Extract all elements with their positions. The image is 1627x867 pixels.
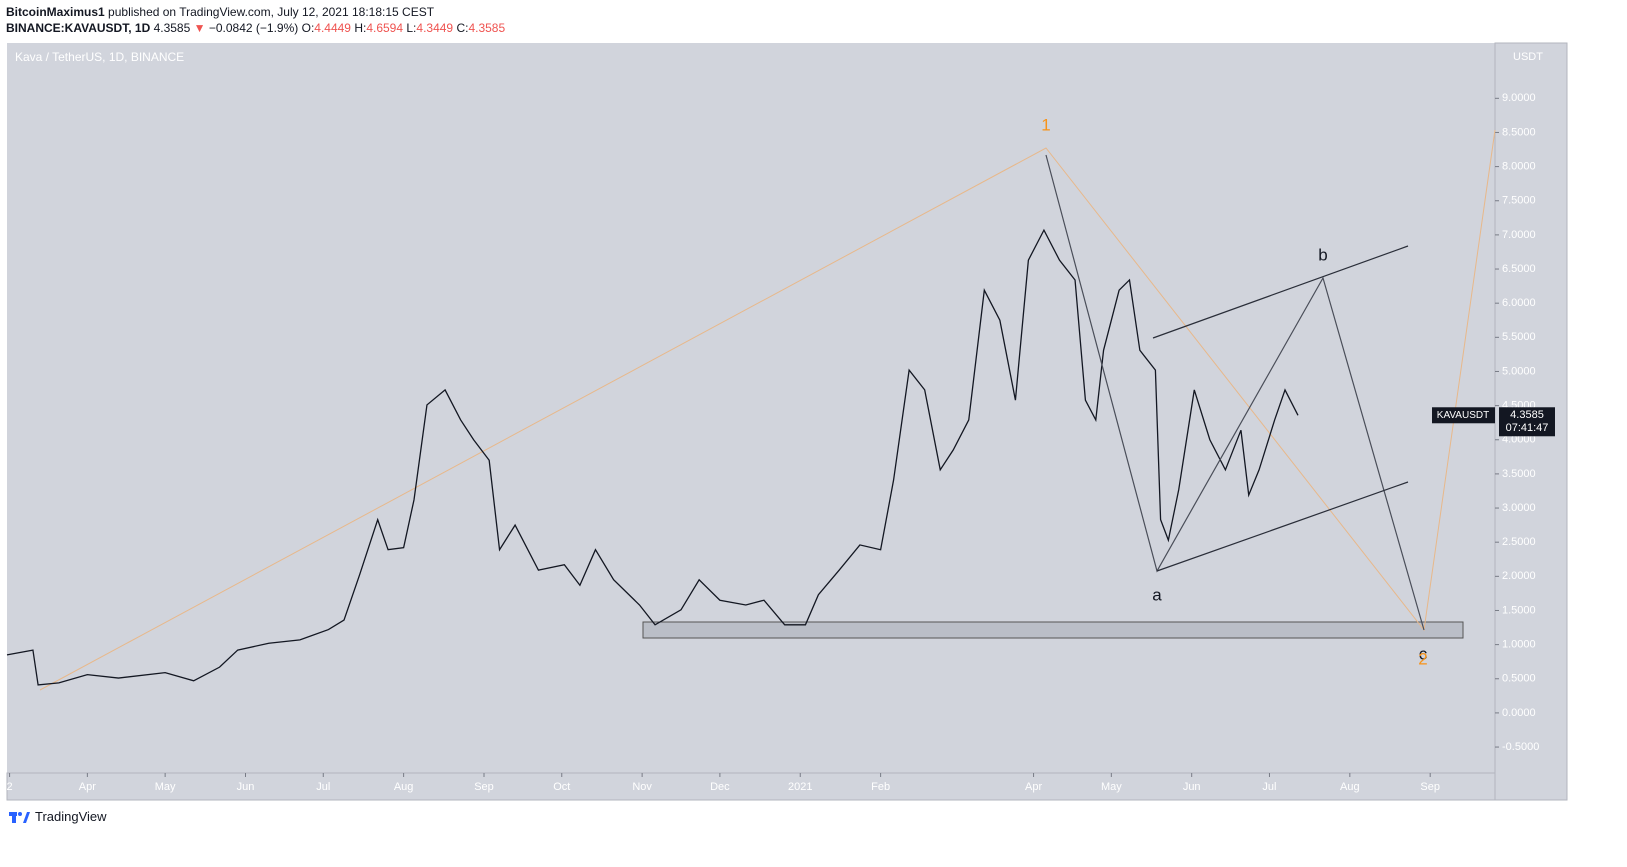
support-zone [642, 621, 1464, 639]
currency-label: USDT [1513, 51, 1543, 63]
ohlc-key: C: [456, 21, 469, 35]
symbol-tag: KAVAUSDT [1437, 410, 1489, 421]
last: 4.3585 [153, 21, 191, 35]
ohlc-key: O: [301, 21, 315, 35]
y-tick-label: 6.5000 [1502, 263, 1536, 275]
y-tick-label: 3.5000 [1502, 468, 1536, 480]
x-tick-label: Oct [553, 781, 570, 793]
x-tick-label: May [1101, 781, 1122, 793]
time-axis-bg [6, 772, 1496, 801]
x-tick-label: Jun [237, 781, 255, 793]
price-line [6, 228, 1299, 686]
y-tick-label: 1.5000 [1502, 604, 1536, 616]
y-tick-label: 5.0000 [1502, 365, 1536, 377]
wave-label: c [1419, 644, 1428, 663]
ohlc-value: 4.4449 [314, 21, 351, 35]
plot-bg [7, 43, 1495, 773]
x-tick-label: Apr [79, 781, 96, 793]
x-tick-label: Jul [316, 781, 330, 793]
symbol-line: BINANCE:KAVAUSDT, 1D 4.3585 ▼ −0.0842 (−… [6, 20, 505, 36]
y-tick-label: 5.5000 [1502, 331, 1536, 343]
ohlc-key: H: [354, 21, 367, 35]
legend-title: Kava / TetherUS, 1D, BINANCE [15, 50, 184, 64]
y-tick-label: 1.0000 [1502, 639, 1536, 651]
wave-label: b [1318, 245, 1327, 264]
arrow: ▼ [193, 21, 206, 35]
x-tick-label: Jul [1262, 781, 1276, 793]
published: published on TradingView.com, July 12, 2… [108, 5, 435, 19]
channel-lower [1156, 481, 1409, 572]
x-tick-label: Dec [710, 781, 730, 793]
channel-upper [1152, 245, 1409, 339]
price-tag-bg [1499, 407, 1555, 437]
y-tick-label: 4.0000 [1502, 434, 1536, 446]
x-tick-label: 2021 [788, 781, 812, 793]
y-tick-label: 0.5000 [1502, 673, 1536, 685]
price-tag: 4.3585 [1510, 409, 1544, 421]
x-tick-label: Apr [1025, 781, 1042, 793]
wave-label: 2 [1418, 649, 1427, 668]
header: BitcoinMaximus1 published on TradingView… [6, 4, 505, 36]
ohlc-value: 4.3449 [416, 21, 454, 35]
x-tick-label: Jun [1183, 781, 1201, 793]
ohlc-value: 4.3585 [468, 21, 506, 35]
y-tick-label: 9.0000 [1502, 92, 1536, 104]
publish-line: BitcoinMaximus1 published on TradingView… [6, 4, 505, 20]
ohlc-value: 4.6594 [366, 21, 404, 35]
y-tick-label: 7.5000 [1502, 195, 1536, 207]
x-tick-label: Sep [474, 781, 494, 793]
y-tick-label: 7.0000 [1502, 229, 1536, 241]
wave-label: 1 [1041, 115, 1050, 134]
symbol-tag-bg [1432, 407, 1495, 424]
y-tick-label: 0.0000 [1502, 707, 1536, 719]
x-tick-label: Aug [394, 781, 414, 793]
author[interactable]: BitcoinMaximus1 [6, 5, 105, 19]
x-tick-label: Sep [1420, 781, 1440, 793]
y-tick-label: -0.5000 [1502, 741, 1539, 753]
footer: TradingView [8, 809, 107, 824]
x-tick-label: May [155, 781, 176, 793]
abc-zigzag [1045, 154, 1425, 631]
wave-label: a [1152, 585, 1162, 604]
x-tick-label: Nov [632, 781, 652, 793]
ohlc-key: L: [406, 21, 417, 35]
x-tick-label: Feb [871, 781, 890, 793]
y-tick-label: 3.0000 [1502, 502, 1536, 514]
countdown: 07:41:47 [1506, 422, 1549, 434]
y-tick-label: 6.0000 [1502, 297, 1536, 309]
x-tick-label: 2 [7, 781, 13, 793]
logo-icon [9, 811, 30, 823]
y-tick-label: 8.5000 [1502, 126, 1536, 138]
change: −0.0842 (−1.9%) [208, 21, 299, 35]
y-tick-label: 2.5000 [1502, 536, 1536, 548]
ohlc: O:4.4449 H:4.6594 L:4.3449 C:4.3585 [302, 21, 506, 35]
x-tick-label: Aug [1340, 781, 1360, 793]
y-tick-label: 8.0000 [1502, 161, 1536, 173]
brand[interactable]: TradingView [35, 809, 107, 824]
wave-count-line [39, 129, 1496, 691]
y-tick-label: 2.0000 [1502, 570, 1536, 582]
symbol: BINANCE:KAVAUSDT, 1D [6, 21, 151, 35]
